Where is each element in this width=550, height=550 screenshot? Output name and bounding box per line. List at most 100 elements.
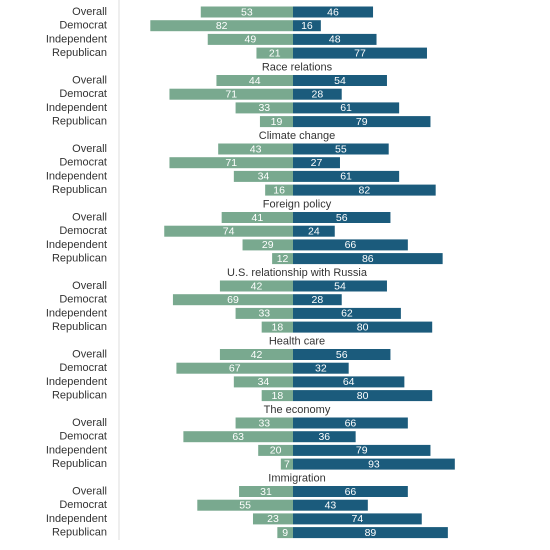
bar-left <box>235 417 293 429</box>
value-label: 48 <box>329 34 341 46</box>
bar-right <box>293 33 377 45</box>
value-label: 66 <box>345 417 357 429</box>
value-label: 34 <box>258 376 270 388</box>
value-label: 43 <box>250 143 262 155</box>
value-label: 24 <box>308 225 320 237</box>
row-label: Independent <box>46 444 107 456</box>
value-label: 66 <box>345 486 357 498</box>
value-label: 42 <box>251 280 263 292</box>
row-label: Democrat <box>59 362 107 374</box>
bar-right <box>293 499 368 511</box>
value-label: 86 <box>362 253 374 265</box>
bar-left <box>218 143 293 155</box>
row-label: Democrat <box>59 20 107 32</box>
row-label: Independent <box>46 239 107 251</box>
bar-right <box>293 157 340 169</box>
bar-right <box>293 75 387 86</box>
value-label: 71 <box>225 88 237 100</box>
row-label: Overall <box>72 6 107 18</box>
value-label: 33 <box>258 308 270 320</box>
row-label: Overall <box>72 211 107 223</box>
bar-right <box>293 253 443 265</box>
row-label: Democrat <box>59 225 107 237</box>
bar-left <box>261 321 293 333</box>
value-label: 77 <box>354 47 366 59</box>
value-label: 29 <box>262 239 274 251</box>
value-label: 20 <box>270 445 282 457</box>
bar-right <box>293 6 374 18</box>
row-label: Overall <box>72 485 107 497</box>
bar-right <box>293 486 408 497</box>
bar-left <box>252 513 293 525</box>
row-label: Republican <box>52 527 107 539</box>
value-label: 82 <box>216 20 228 32</box>
value-label: 74 <box>223 225 235 237</box>
bar-right <box>293 417 408 429</box>
bar-left <box>172 294 293 306</box>
group-title: Health care <box>269 335 325 347</box>
row-label: Republican <box>52 390 107 402</box>
row-label: Republican <box>52 184 107 196</box>
value-label: 74 <box>352 513 364 525</box>
bar-right <box>293 20 321 32</box>
group-title: Immigration <box>268 472 325 484</box>
bar-left <box>259 116 293 128</box>
bar-left <box>200 6 293 18</box>
bar-left <box>277 527 293 539</box>
row-label: Overall <box>72 143 107 155</box>
bar-left <box>242 239 293 251</box>
value-label: 34 <box>258 171 270 183</box>
value-label: 33 <box>258 417 270 429</box>
value-label: 54 <box>334 280 346 292</box>
row-label: Independent <box>46 307 107 319</box>
row-label: Republican <box>52 458 107 470</box>
value-label: 71 <box>225 157 237 169</box>
row-label: Overall <box>72 417 107 429</box>
group-title: Foreign policy <box>263 198 332 210</box>
row-label: Democrat <box>59 499 107 511</box>
bar-right <box>293 239 408 251</box>
group-title: The economy <box>264 404 331 416</box>
value-label: 9 <box>282 527 288 539</box>
bar-left <box>233 170 293 182</box>
bar-right <box>293 513 422 525</box>
bar-left <box>164 225 293 237</box>
bar-right <box>293 116 431 128</box>
row-label: Overall <box>72 74 107 86</box>
bar-right <box>293 527 448 539</box>
row-label: Republican <box>52 321 107 333</box>
row-label: Overall <box>72 280 107 292</box>
value-label: 56 <box>336 212 348 224</box>
value-label: 55 <box>335 143 347 155</box>
value-label: 63 <box>232 431 244 443</box>
value-label: 44 <box>249 75 261 87</box>
value-label: 21 <box>269 47 281 59</box>
bar-left <box>272 253 293 265</box>
group-title: U.S. relationship with Russia <box>227 267 368 279</box>
row-label: Democrat <box>59 294 107 306</box>
bar-right <box>293 431 356 443</box>
value-label: 16 <box>273 184 285 196</box>
value-label: 79 <box>356 116 368 128</box>
value-label: 12 <box>277 253 289 265</box>
row-label: Republican <box>52 47 107 59</box>
value-label: 55 <box>239 499 251 511</box>
value-label: 79 <box>356 445 368 457</box>
value-label: 36 <box>318 431 330 443</box>
bar-left <box>219 349 293 360</box>
bar-left <box>176 362 293 374</box>
row-label: Independent <box>46 170 107 182</box>
value-label: 28 <box>312 88 324 100</box>
bar-left <box>280 458 293 470</box>
group-title: Race relations <box>262 61 333 73</box>
row-label: Democrat <box>59 157 107 169</box>
value-label: 89 <box>365 527 377 539</box>
bar-left <box>150 20 293 32</box>
bar-left <box>207 33 293 45</box>
bar-right <box>293 362 349 374</box>
bar-left <box>233 376 293 388</box>
bar-left <box>258 444 293 456</box>
value-label: 56 <box>336 349 348 361</box>
group-title: Climate change <box>259 130 335 142</box>
